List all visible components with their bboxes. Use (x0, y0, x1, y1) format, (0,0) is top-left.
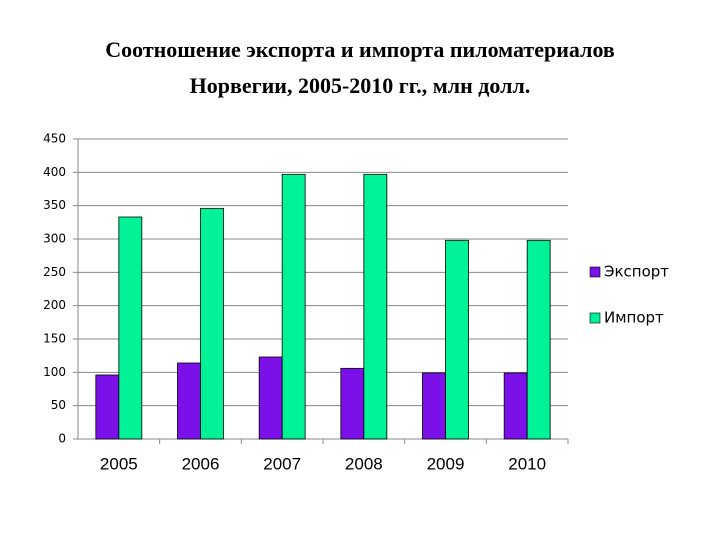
bar (118, 216, 143, 440)
y-tick-label: 200 (43, 298, 66, 312)
bar (526, 239, 551, 440)
y-tick-label: 350 (43, 198, 66, 212)
x-tick-label: 2008 (345, 454, 383, 473)
y-tick-label: 300 (43, 232, 66, 246)
legend-swatch (589, 266, 601, 278)
bar (95, 374, 120, 440)
y-tick-label: 250 (43, 265, 66, 279)
bar (281, 173, 306, 440)
bar (503, 372, 528, 440)
y-tick-label: 450 (43, 132, 66, 146)
x-tick-label: 2007 (263, 454, 301, 473)
legend-swatch (589, 312, 601, 324)
y-tick-label: 50 (51, 398, 66, 412)
chart-title: Соотношение экспорта и импорта пиломатер… (105, 37, 615, 62)
x-tick-label: 2009 (427, 454, 465, 473)
legend-label: Экспорт (604, 263, 669, 281)
bar (340, 367, 365, 440)
bar (363, 173, 388, 440)
x-tick-label: 2010 (508, 454, 546, 473)
bar (200, 207, 224, 440)
legend-label: Импорт (604, 309, 664, 327)
y-tick-label: 400 (43, 165, 66, 179)
bar (177, 362, 201, 440)
x-tick-label: 2005 (100, 454, 138, 473)
y-tick-label: 150 (43, 332, 66, 346)
bar (422, 372, 446, 440)
bar (258, 356, 283, 440)
y-tick-label: 0 (58, 432, 66, 446)
chart-title: Норвегии, 2005-2010 гг., млн долл. (190, 73, 531, 98)
bar (445, 239, 469, 440)
x-tick-label: 2006 (182, 454, 220, 473)
y-tick-label: 100 (43, 365, 66, 379)
